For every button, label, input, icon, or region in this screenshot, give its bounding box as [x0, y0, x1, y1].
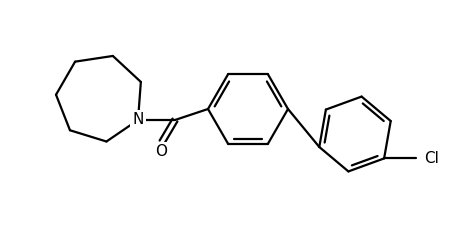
Text: O: O — [155, 144, 167, 159]
Text: Cl: Cl — [424, 151, 439, 166]
Text: N: N — [132, 113, 144, 128]
